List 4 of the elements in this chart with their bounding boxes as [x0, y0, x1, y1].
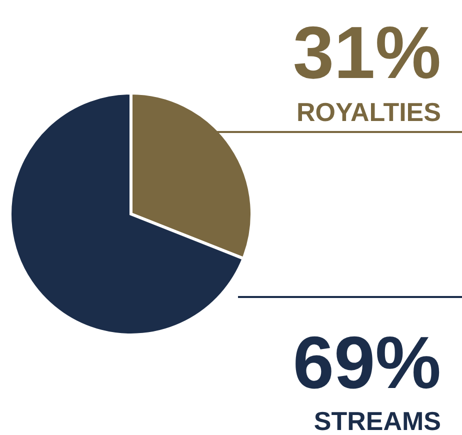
slice-label: STREAMS	[314, 406, 441, 435]
slice-label: ROYALTIES	[296, 97, 441, 127]
data-label: 31%	[292, 11, 441, 94]
data-label: 69%	[292, 321, 441, 404]
